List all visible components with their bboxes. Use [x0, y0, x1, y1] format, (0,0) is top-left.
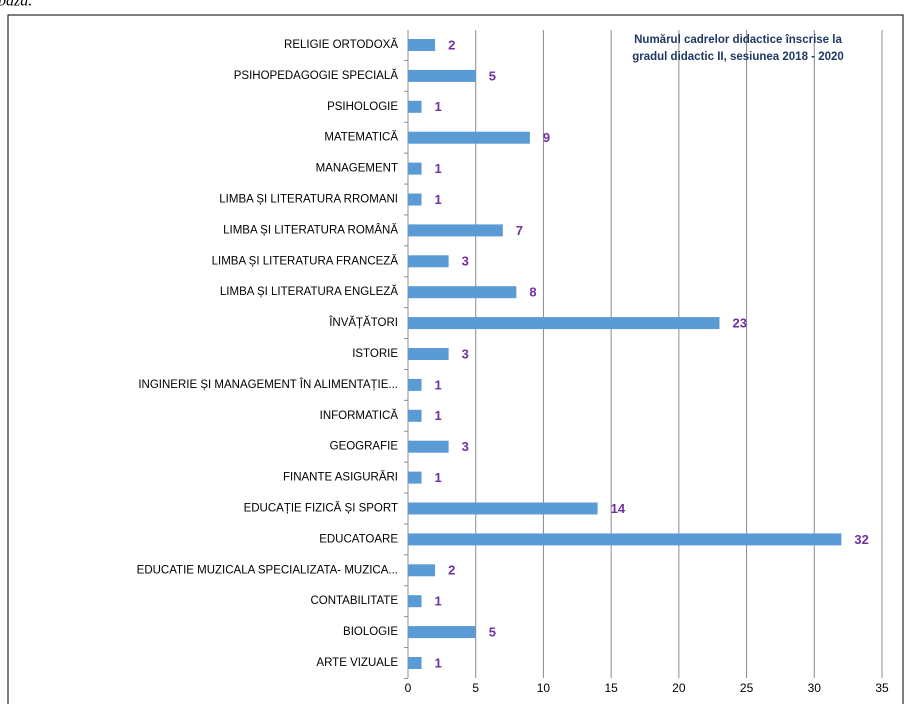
data-label: 9 — [543, 130, 550, 145]
y-tick-label: PSIHOPEDAGOGIE SPECIALĂ — [234, 69, 399, 82]
data-label: 1 — [435, 161, 442, 176]
bar — [408, 440, 449, 453]
data-label: 23 — [732, 316, 746, 331]
x-tick-label: 0 — [405, 681, 412, 695]
y-tick-label: PSIHOLOGIE — [327, 101, 398, 113]
bar — [408, 533, 842, 546]
x-tick-label: 30 — [808, 681, 822, 695]
bar — [408, 224, 503, 237]
x-tick-label: 15 — [604, 681, 618, 695]
y-tick-label: ISTORIE — [352, 348, 398, 360]
y-tick-label: INFORMATICĂ — [320, 409, 399, 422]
x-tick-label: 20 — [672, 681, 686, 695]
bar — [408, 100, 422, 113]
y-tick-label: ARTE VIZUALE — [316, 657, 398, 669]
data-label: 14 — [611, 501, 626, 516]
y-tick-label: EDUCAȚIE FIZICĂ ȘI SPORT — [244, 502, 398, 515]
chart-title: gradul didactic II, sesiunea 2018 - 2020 — [632, 51, 844, 63]
y-tick-label: INGINERIE ȘI MANAGEMENT ÎN ALIMENTAȚIE..… — [138, 378, 398, 391]
bar — [408, 162, 422, 175]
bar — [408, 255, 449, 268]
data-label: 1 — [435, 192, 442, 207]
bar — [408, 378, 422, 391]
x-tick-label: 5 — [472, 681, 479, 695]
data-label: 1 — [435, 99, 442, 114]
chart-frame — [7, 14, 904, 704]
bar — [408, 39, 436, 51]
y-tick-label: CONTABILITATE — [310, 595, 398, 607]
data-label: 1 — [435, 377, 442, 392]
x-tick-label: 10 — [537, 681, 551, 695]
bar — [408, 193, 422, 206]
caption: bază. — [0, 0, 32, 10]
data-label: 3 — [462, 439, 469, 454]
data-label: 3 — [462, 254, 469, 269]
y-tick-label: LIMBA ȘI LITERATURA FRANCEZĂ — [212, 254, 399, 267]
y-tick-label: GEOGRAFIE — [330, 441, 399, 453]
y-tick-label: MATEMATICĂ — [324, 131, 398, 144]
y-tick-label: LIMBA ȘI LITERATURA ROMÂNĂ — [223, 223, 398, 236]
y-tick-label: FINANTE ASIGURĂRI — [283, 471, 398, 484]
y-tick-label: BIOLOGIE — [343, 626, 398, 638]
data-label: 32 — [854, 532, 868, 547]
y-tick-label: EDUCATOARE — [319, 533, 398, 545]
data-label: 1 — [435, 594, 442, 609]
bar — [408, 409, 422, 422]
data-label: 2 — [448, 563, 455, 578]
data-label: 7 — [516, 223, 523, 238]
bar — [408, 69, 476, 82]
x-tick-label: 35 — [875, 681, 889, 695]
bar — [408, 471, 422, 484]
bar — [408, 564, 436, 577]
data-label: 3 — [462, 346, 469, 361]
data-label: 5 — [489, 625, 496, 640]
chart-title: Numărul cadrelor didactice înscrise la — [634, 34, 842, 46]
bar — [408, 131, 530, 144]
data-label: 5 — [489, 68, 496, 83]
bar — [408, 317, 720, 330]
bar — [408, 348, 449, 360]
data-label: 2 — [448, 37, 455, 52]
data-label: 1 — [435, 655, 442, 670]
bar — [408, 502, 598, 515]
y-tick-label: EDUCATIE MUZICALA SPECIALIZATA- MUZICA..… — [137, 564, 398, 576]
y-tick-label: LIMBA ȘI LITERATURA RROMANI — [219, 194, 398, 206]
bar — [408, 626, 476, 639]
y-tick-label: RELIGIE ORTODOXĂ — [284, 38, 398, 51]
data-label: 8 — [529, 285, 536, 300]
y-tick-label: MANAGEMENT — [316, 163, 398, 175]
bar — [408, 286, 517, 299]
x-tick-label: 25 — [740, 681, 754, 695]
y-tick-label: LIMBA ȘI LITERATURA ENGLEZĂ — [220, 285, 398, 298]
data-label: 1 — [435, 408, 442, 423]
y-tick-label: ÎNVĂȚĂTORI — [328, 316, 398, 329]
data-label: 1 — [435, 470, 442, 485]
bar — [408, 657, 422, 669]
bar — [408, 595, 422, 608]
